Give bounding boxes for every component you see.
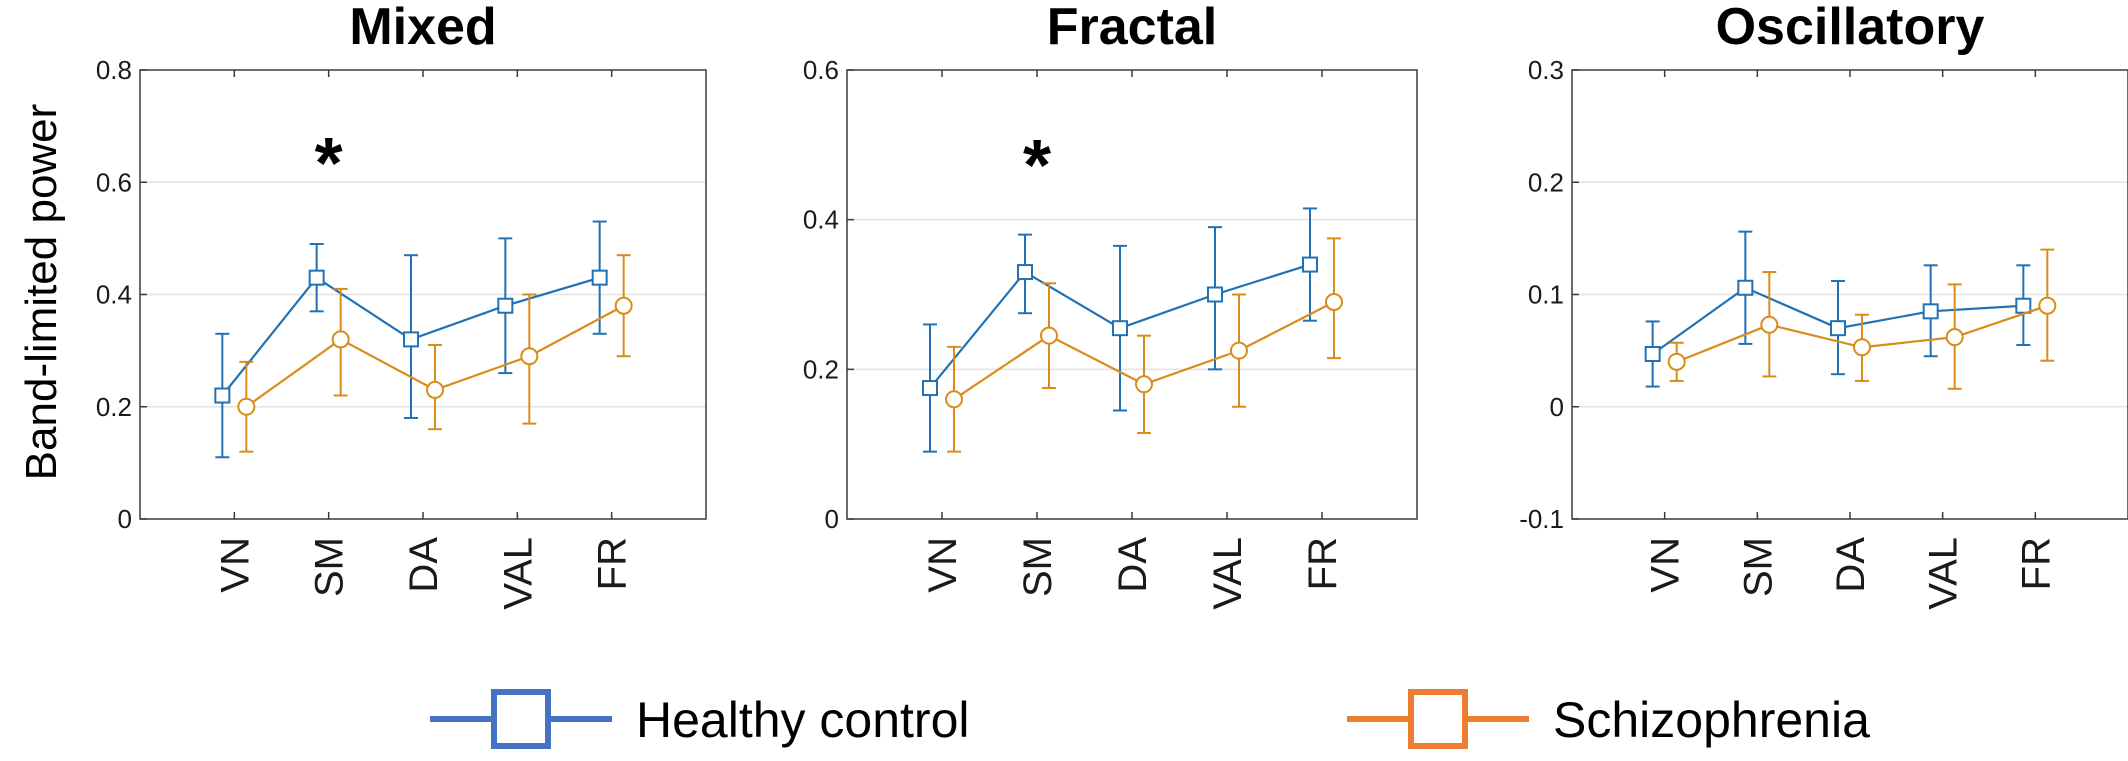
y-tick-label-0-8: 0.8: [96, 55, 132, 85]
x-tick-label-vn: VN: [1644, 537, 1688, 593]
series-healthy-control: [1644, 230, 2032, 388]
point-healthy-control-val: [1207, 286, 1223, 303]
y-tick-label-0-1: -0.1: [1519, 504, 1564, 534]
point-healthy-control-vn: [922, 380, 938, 397]
point-schizophrenia-val: [1945, 328, 1964, 347]
point-schizophrenia-sm: [1760, 315, 1779, 334]
x-tick-label-val: VAL: [1206, 537, 1250, 610]
legend-item-schizophrenia: Schizophrenia: [1347, 689, 1870, 749]
panel-title-fractal: Fractal: [1047, 0, 1218, 56]
point-schizophrenia-val: [1230, 341, 1248, 360]
panel-fractal: Fractal 0 0.2 0.4 0.6 VN SM DA VAL FR *: [803, 0, 1418, 610]
x-tick-label-fr: FR: [1301, 537, 1345, 590]
legend-item-healthy-control: Healthy control: [430, 689, 970, 749]
x-tick-label-da: DA: [1829, 537, 1873, 593]
y-tick-label-0-6: 0.6: [96, 167, 132, 197]
point-healthy-control-da: [1112, 320, 1128, 337]
panel-oscillatory: Oscillatory -0.1 0 0.1 0.2 0.3 VN SM DA VAL FR: [1519, 0, 2128, 610]
point-schizophrenia-fr: [2038, 296, 2057, 315]
significance-marker: *: [315, 124, 343, 204]
legend-label-healthy-control: Healthy control: [636, 692, 970, 748]
point-schizophrenia-vn: [1667, 352, 1686, 371]
y-tick-label-0-1: 0.1: [1528, 280, 1564, 310]
series-schizophrenia: [237, 254, 633, 453]
x-tick-label-da: DA: [402, 537, 446, 593]
x-tick-label-val: VAL: [1922, 537, 1966, 610]
point-schizophrenia-fr: [1325, 292, 1343, 311]
x-tick-label-vn: VN: [921, 537, 965, 593]
y-tick-label-0: 0: [118, 504, 132, 534]
y-axis-label: Band-limited power: [17, 104, 66, 481]
point-healthy-control-sm: [308, 269, 325, 286]
y-tick-label-0: 0: [825, 504, 839, 534]
legend: Healthy control Schizophrenia: [430, 689, 1870, 749]
y-tick-label-0: 0: [1550, 392, 1564, 422]
point-schizophrenia-sm: [331, 330, 350, 349]
x-tick-label-da: DA: [1111, 537, 1155, 593]
y-tick-label-0-6: 0.6: [803, 55, 839, 85]
y-tick-label-0-2: 0.2: [1528, 167, 1564, 197]
legend-marker-healthy-control: [491, 689, 551, 749]
series-healthy-control: [922, 207, 1318, 453]
point-schizophrenia-da: [1853, 338, 1871, 357]
point-healthy-control-da: [403, 331, 419, 348]
y-tick-label-0-2: 0.2: [96, 392, 132, 422]
point-healthy-control-val: [497, 297, 514, 314]
point-schizophrenia-da: [426, 380, 444, 399]
y-tick-label-0-3: 0.3: [1528, 55, 1564, 85]
series-schizophrenia: [1667, 248, 2057, 390]
legend-label-schizophrenia: Schizophrenia: [1553, 692, 1870, 748]
y-tick-label-0-4: 0.4: [803, 205, 839, 235]
point-schizophrenia-vn: [237, 397, 256, 416]
point-healthy-control-vn: [1644, 345, 1661, 362]
point-healthy-control-sm: [1017, 264, 1033, 281]
panel-title-mixed: Mixed: [349, 0, 496, 56]
point-healthy-control-vn: [214, 387, 231, 404]
x-tick-label-sm: SM: [1016, 537, 1060, 597]
point-schizophrenia-val: [520, 347, 539, 366]
point-healthy-control-val: [1922, 303, 1939, 320]
x-tick-label-fr: FR: [2014, 537, 2058, 590]
point-schizophrenia-fr: [614, 296, 633, 315]
panel-mixed: Mixed 0 0.2 0.4 0.6 0.8 VN SM DA VAL FR *: [96, 0, 707, 610]
point-healthy-control-fr: [2015, 297, 2032, 314]
x-tick-label-sm: SM: [308, 537, 352, 597]
point-healthy-control-fr: [1302, 256, 1318, 273]
x-tick-label-fr: FR: [591, 537, 635, 590]
x-tick-label-vn: VN: [213, 537, 257, 593]
y-tick-label-0-2: 0.2: [803, 354, 839, 384]
legend-marker-schizophrenia: [1408, 689, 1468, 749]
y-tick-label-0-4: 0.4: [96, 280, 132, 310]
panel-title-oscillatory: Oscillatory: [1716, 0, 1985, 56]
point-healthy-control-sm: [1737, 279, 1754, 296]
significance-marker: *: [1023, 126, 1051, 206]
series-schizophrenia: [945, 237, 1343, 453]
point-healthy-control-fr: [591, 269, 608, 286]
point-healthy-control-da: [1830, 320, 1846, 337]
point-schizophrenia-sm: [1040, 326, 1058, 345]
x-tick-label-sm: SM: [1736, 537, 1780, 597]
point-schizophrenia-vn: [945, 390, 963, 409]
x-tick-label-val: VAL: [496, 537, 540, 610]
point-schizophrenia-da: [1135, 375, 1153, 394]
series-healthy-control: [214, 220, 608, 459]
